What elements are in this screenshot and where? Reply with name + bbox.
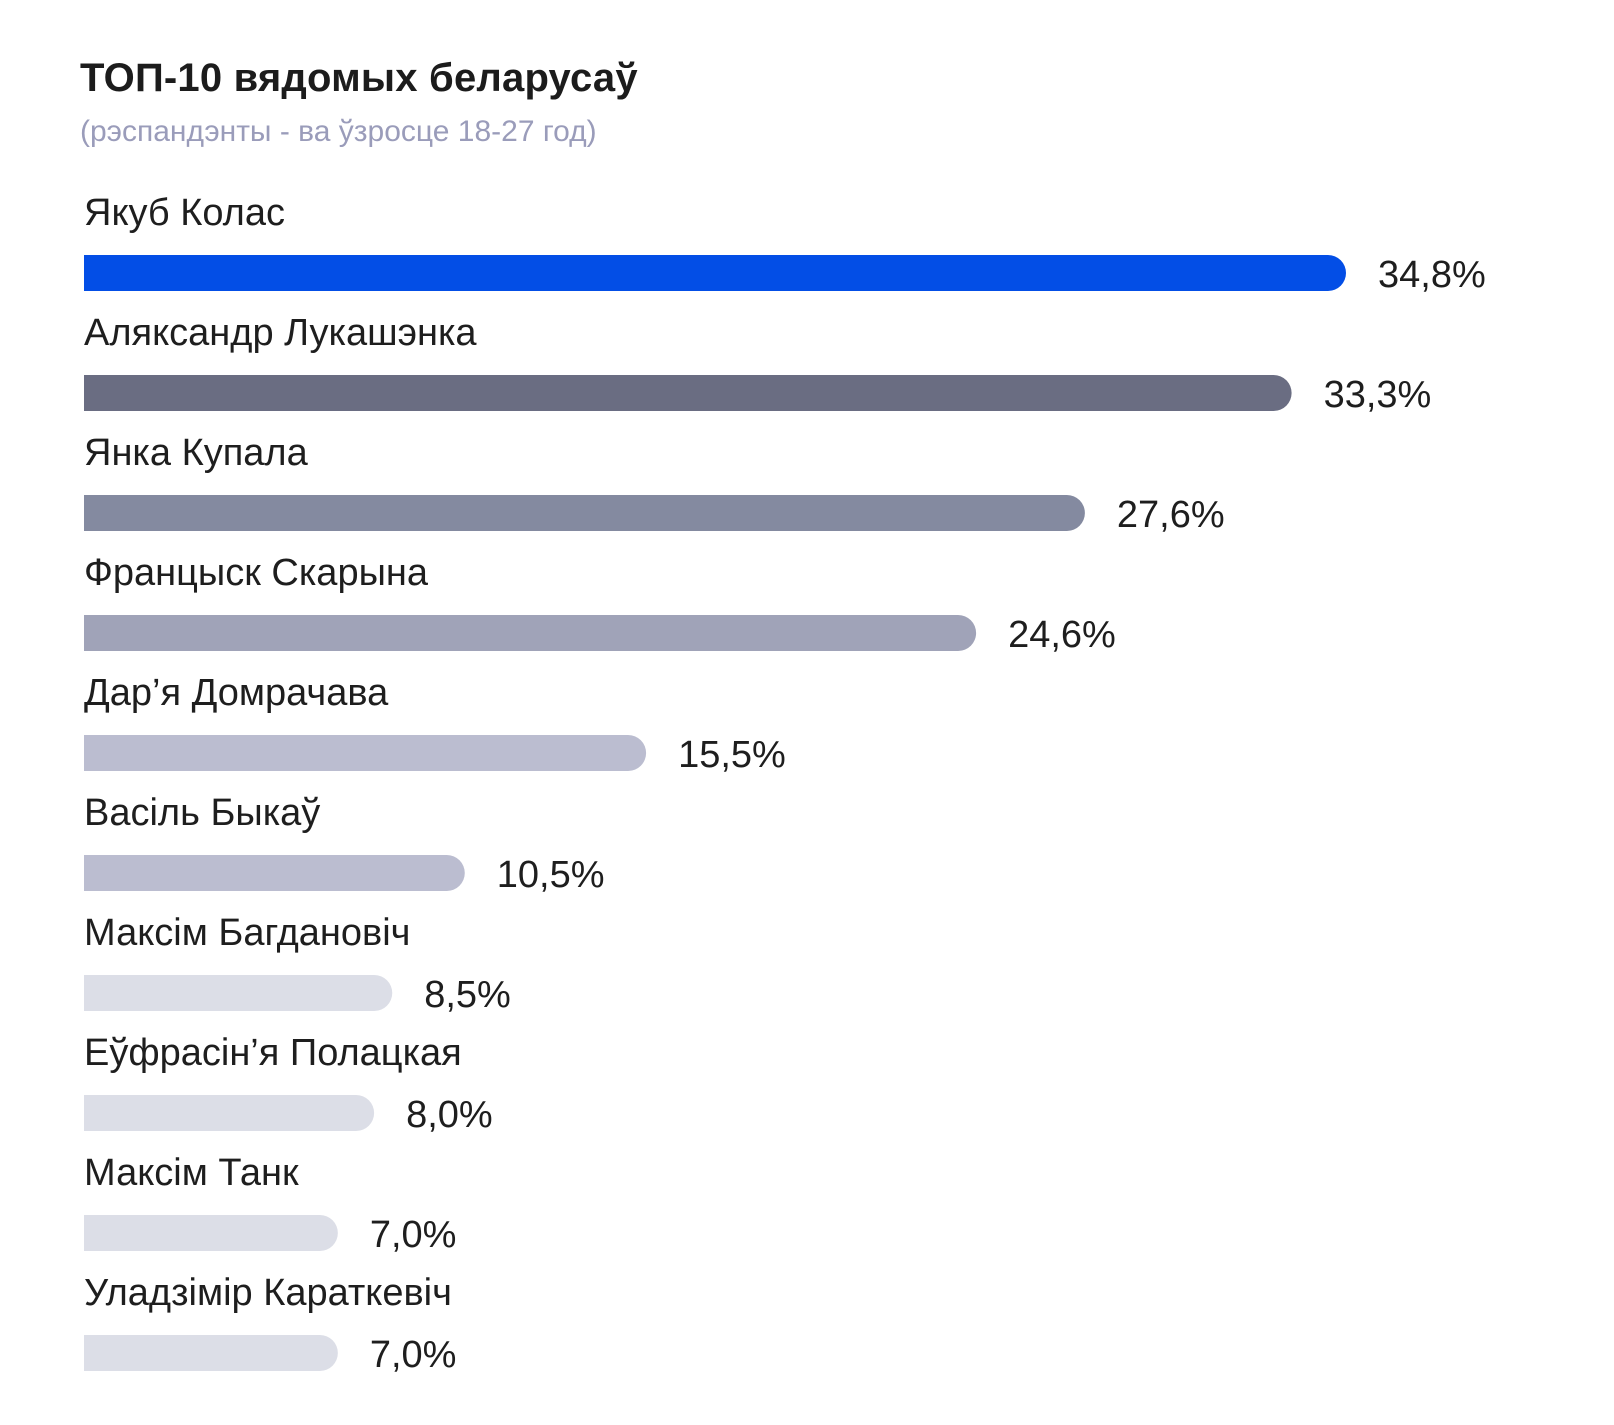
bar-row: Максім Багдановіч 8,5% [84, 912, 511, 1016]
bar [84, 255, 1346, 291]
bar-left-cap [84, 1335, 120, 1371]
bar-left-cap [84, 975, 120, 1011]
bar-left-cap [84, 735, 120, 771]
bar [84, 855, 465, 891]
value-label: 27,6% [1117, 494, 1225, 536]
category-label: Якуб Колас [84, 192, 285, 234]
bar-left-cap [84, 375, 120, 411]
bar-row: Францыск Скарына 24,6% [84, 552, 1116, 656]
category-label: Васіль Быкаў [84, 792, 320, 834]
bar-row: Васіль Быкаў 10,5% [84, 792, 605, 896]
bar [84, 975, 393, 1011]
bar-left-cap [84, 495, 120, 531]
value-label: 34,8% [1378, 254, 1486, 296]
value-label: 15,5% [678, 734, 786, 776]
category-label: Максім Багдановіч [84, 912, 410, 954]
category-label: Максім Танк [84, 1152, 299, 1194]
category-label: Аляксандр Лукашэнка [84, 312, 477, 354]
value-label: 7,0% [370, 1334, 457, 1376]
category-label: Дар’я Домрачава [84, 672, 389, 714]
bar [84, 1095, 375, 1131]
chart-subtitle: (рэспандэнты - ва ўзросце 18-27 год) [80, 115, 597, 148]
bar-row: Янка Купала 27,6% [84, 432, 1225, 536]
chart-title: ТОП-10 вядомых беларусаў [80, 56, 638, 100]
category-label: Еўфрасін’я Полацкая [84, 1032, 462, 1074]
bar [84, 735, 647, 771]
bar-left-cap [84, 255, 120, 291]
value-label: 33,3% [1324, 374, 1432, 416]
category-label: Янка Купала [84, 432, 309, 474]
value-label: 7,0% [370, 1214, 457, 1256]
bar-row: Дар’я Домрачава 15,5% [84, 672, 786, 776]
category-label: Уладзімір Караткевіч [84, 1272, 452, 1314]
bar [84, 1215, 338, 1251]
value-label: 24,6% [1008, 614, 1116, 656]
bar [84, 375, 1292, 411]
category-label: Францыск Скарына [84, 552, 429, 594]
bar-left-cap [84, 1215, 120, 1251]
bar-left-cap [84, 855, 120, 891]
bar-left-cap [84, 615, 120, 651]
bar [84, 1335, 338, 1371]
bar-row: Уладзімір Караткевіч 7,0% [84, 1272, 456, 1376]
bar-row: Якуб Колас 34,8% [84, 192, 1486, 296]
value-label: 10,5% [497, 854, 605, 896]
bar-row: Еўфрасін’я Полацкая 8,0% [84, 1032, 493, 1136]
bar [84, 495, 1085, 531]
bar-row: Аляксандр Лукашэнка 33,3% [84, 312, 1431, 416]
bar [84, 615, 977, 651]
value-label: 8,5% [424, 974, 511, 1016]
bar-row: Максім Танк 7,0% [84, 1152, 456, 1256]
value-label: 8,0% [406, 1094, 493, 1136]
bar-left-cap [84, 1095, 120, 1131]
